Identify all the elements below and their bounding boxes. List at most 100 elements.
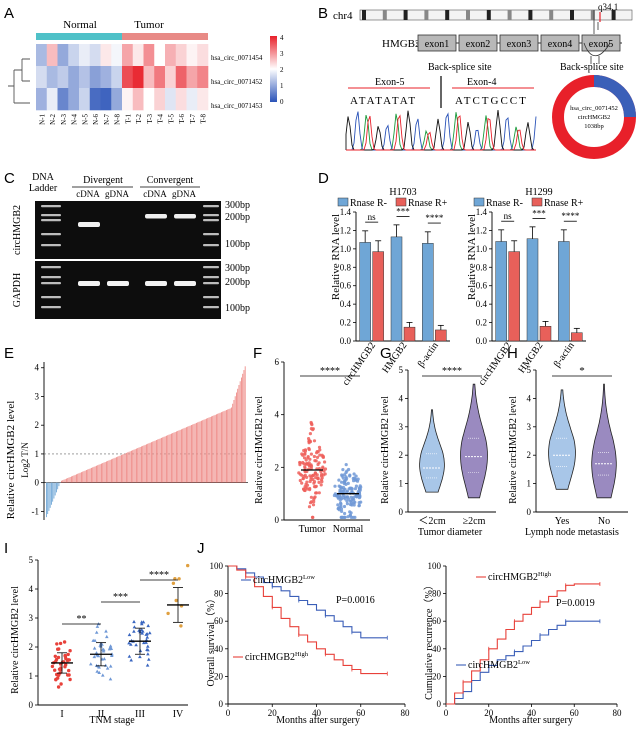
data-point: [316, 450, 320, 454]
data-point: [56, 655, 61, 660]
y-tick-label: 20: [432, 671, 442, 681]
convergent-label: Convergent: [147, 175, 194, 186]
data-point: [59, 668, 63, 672]
y-tick-label: 5: [527, 365, 532, 375]
y-tick-label: 4: [527, 393, 532, 403]
waterfall-bar: [243, 370, 245, 483]
data-point: [95, 624, 100, 628]
waterfall-bar: [189, 425, 191, 483]
x-tick-label: 60: [356, 708, 366, 718]
data-point: [313, 459, 317, 463]
exon-box: [458, 34, 498, 52]
heatmap-col-label: N-8: [114, 114, 122, 125]
panel-letter-h: H: [507, 345, 518, 362]
panel-f-ylabel: Relative circHMGB2 level: [254, 396, 265, 504]
data-point: [336, 494, 340, 499]
lane-label-1: gDNA: [105, 189, 129, 199]
waterfall-bar: [162, 437, 164, 483]
heatmap-cells: [36, 44, 209, 111]
data-point: [321, 473, 325, 477]
data-point: [58, 641, 63, 646]
heatmap-cell: [79, 44, 91, 67]
category-label: ≥2cm: [463, 516, 486, 527]
waterfall-bar: [131, 450, 132, 483]
data-point: [357, 503, 361, 507]
y-tick-label: 6: [275, 357, 280, 367]
label-low-sup: Low: [303, 574, 315, 581]
heatmap-cell: [89, 66, 101, 89]
data-point: [345, 502, 349, 506]
heatmap-cell: [186, 88, 198, 111]
km-curve-low: [446, 620, 600, 705]
heatmap-cell: [165, 44, 177, 67]
waterfall-bar: [157, 439, 159, 483]
data-point: [312, 485, 317, 489]
waterfall-bar: [221, 412, 222, 483]
data-point: [352, 503, 356, 507]
data-point: [338, 488, 342, 492]
heatmap-cell: [46, 66, 58, 89]
data-point: [308, 501, 313, 505]
data-point: [108, 644, 113, 648]
waterfall-bar: [46, 482, 47, 518]
y-tick-label: 40: [432, 644, 442, 654]
waterfall-bar: [139, 447, 141, 483]
category-label: III: [135, 709, 145, 720]
heatmap-cell: [175, 66, 187, 89]
waterfall-bar: [62, 480, 64, 483]
y-tick-label: 0: [35, 478, 40, 488]
waterfall-bar: [197, 422, 199, 483]
waterfall-bar: [129, 451, 131, 483]
waterfall-bar: [64, 479, 66, 483]
waterfall-bar: [238, 385, 240, 483]
y-tick-label: 0: [219, 699, 224, 709]
waterfall-bar: [109, 459, 111, 483]
waterfall-bar: [87, 469, 89, 483]
category-label: II: [98, 709, 105, 720]
y-tick-label: 2: [527, 450, 532, 460]
legend-label-plus: Rnase R+: [408, 198, 448, 209]
sig-label: ***: [113, 592, 128, 603]
waterfall-bar: [203, 419, 205, 483]
bar-rnase-minus: [558, 241, 570, 342]
data-point: [309, 495, 313, 499]
waterfall-bar: [149, 442, 151, 483]
x-tick-label: 20: [484, 708, 494, 718]
waterfall-bar: [61, 480, 62, 483]
data-point: [348, 486, 352, 490]
bss-title-right: Back-splice site: [560, 62, 624, 73]
data-point: [129, 642, 133, 646]
heatmap-cell: [154, 44, 166, 67]
waterfall-bar: [99, 464, 101, 483]
data-point: [317, 461, 321, 465]
data-point: [309, 466, 313, 470]
gel-band-divergent-cdna: [78, 222, 100, 227]
y-tick-label: 3: [29, 613, 34, 623]
sig-label: ****: [561, 211, 580, 221]
gel-circhmgb2: [35, 201, 221, 259]
label-low: circHMGB2: [253, 575, 303, 586]
heatmap-cell: [111, 66, 123, 89]
heatmap-cell: [165, 66, 177, 89]
ladder-band: [203, 276, 219, 279]
waterfall-bar: [236, 392, 237, 483]
ring-line-1: circHMGB2: [578, 114, 611, 121]
data-point: [53, 668, 57, 672]
chromosome-band: [507, 10, 512, 20]
waterfall-bar: [159, 438, 161, 483]
exon-label: exon5: [589, 39, 613, 50]
panel-j-left-ylabel: Overall survival（%）: [205, 593, 217, 686]
data-point: [302, 448, 306, 453]
row-label-0: hsa_circ_0071454: [211, 54, 263, 62]
waterfall-bar: [107, 460, 109, 483]
bp-top-100: 100bp: [225, 239, 250, 250]
waterfall-bar: [182, 428, 184, 483]
data-point: [300, 481, 304, 485]
y-tick-label: 0.0: [476, 336, 488, 346]
heatmap-col-label: T-4: [157, 114, 165, 124]
data-point: [94, 651, 99, 655]
data-point: [304, 458, 308, 462]
waterfall-bar: [86, 470, 87, 483]
data-point: [304, 482, 308, 486]
data-point: [141, 620, 146, 624]
